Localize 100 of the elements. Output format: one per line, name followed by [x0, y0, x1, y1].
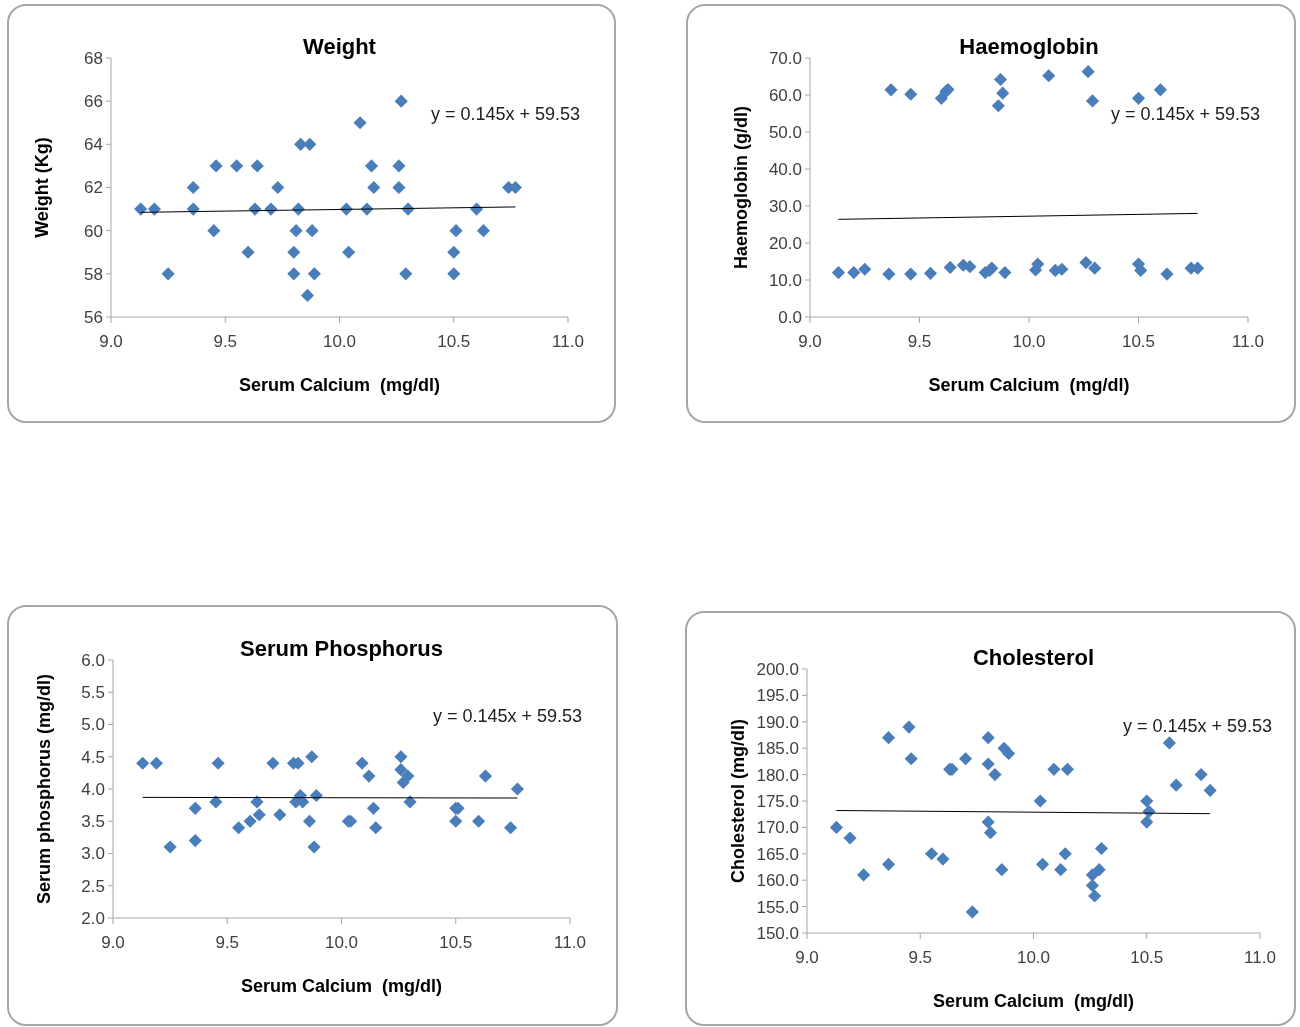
point	[925, 847, 939, 861]
y-tick-label: 68	[84, 48, 103, 68]
point	[1035, 857, 1050, 871]
y-tick-label: 60.0	[768, 85, 802, 105]
y-tick-label: 40.0	[768, 159, 802, 179]
x-tick-label: 9.0	[795, 948, 819, 967]
point	[287, 267, 301, 281]
point	[998, 266, 1012, 280]
point	[211, 756, 225, 770]
x-tick-label: 10.5	[1121, 332, 1156, 351]
x-tick-label: 10.0	[324, 933, 359, 952]
chart-title: Haemoglobin	[959, 34, 1099, 59]
y-tick-label: 6.0	[81, 650, 105, 670]
x-tick-label: 9.0	[798, 332, 822, 351]
y-tick-label: 4.5	[81, 747, 105, 767]
point	[207, 224, 221, 238]
point	[294, 137, 308, 151]
point	[403, 795, 417, 809]
y-tick-label: 150.0	[756, 923, 799, 943]
point	[232, 821, 246, 835]
annotation: y = 0.145x + 59.53	[1110, 104, 1260, 125]
point	[353, 116, 367, 130]
point	[882, 267, 896, 281]
chart-title: Weight	[303, 34, 377, 59]
point	[355, 756, 369, 770]
point	[847, 266, 861, 280]
point	[981, 815, 995, 829]
point	[163, 840, 177, 854]
point	[250, 795, 264, 809]
y-tick-label: 20.0	[768, 233, 802, 253]
point	[1088, 261, 1102, 275]
x-tick-label: 10.0	[1012, 332, 1046, 351]
y-tick-label: 4.0	[81, 779, 105, 799]
point	[958, 752, 973, 766]
point	[1060, 762, 1075, 776]
point	[250, 159, 264, 173]
point	[831, 266, 846, 280]
x-tick-label: 10.0	[1016, 948, 1051, 967]
point	[1002, 746, 1016, 761]
y-tick-label: 50.0	[768, 122, 802, 142]
point	[394, 94, 408, 108]
y-tick-label: 180.0	[756, 765, 799, 785]
point	[510, 782, 525, 796]
point	[1153, 83, 1167, 97]
y-axis-title: Serum phosphorus (mg/dl)	[34, 673, 54, 905]
point	[843, 831, 857, 845]
point	[307, 840, 321, 854]
point	[1047, 762, 1061, 776]
point	[1079, 256, 1093, 270]
point	[271, 180, 285, 195]
point	[1081, 65, 1095, 79]
point	[1033, 794, 1047, 808]
point	[342, 245, 356, 259]
y-tick-label: 175.0	[756, 791, 799, 811]
y-tick-label: 200.0	[756, 659, 799, 679]
point	[401, 769, 415, 783]
point	[981, 757, 995, 771]
point	[362, 769, 376, 783]
point	[1169, 778, 1183, 792]
x-tick-label: 10.0	[322, 332, 357, 351]
annotation: y = 0.145x + 59.53	[430, 104, 580, 125]
point	[209, 159, 223, 173]
x-tick-label: 9.5	[215, 933, 240, 952]
x-tick-label: 9.5	[908, 948, 933, 967]
point	[963, 260, 977, 274]
point	[858, 262, 872, 276]
x-tick-label: 9.0	[99, 332, 123, 351]
point	[1085, 878, 1099, 893]
point	[1160, 267, 1174, 281]
point	[472, 814, 486, 828]
x-tick-label: 10.5	[437, 332, 471, 351]
y-tick-label: 160.0	[756, 871, 799, 891]
point	[904, 87, 918, 101]
point	[904, 752, 918, 766]
point	[367, 180, 381, 195]
y-tick-label: 56	[84, 307, 103, 327]
point	[1094, 841, 1109, 856]
annotation: y = 0.145x + 59.53	[1122, 716, 1272, 737]
point	[392, 159, 406, 173]
point	[394, 763, 408, 777]
point	[447, 245, 461, 259]
point	[1131, 91, 1146, 105]
point	[303, 137, 317, 151]
chart-title: Cholesterol	[972, 645, 1095, 670]
x-tick-label: 10.5	[439, 933, 473, 952]
y-tick-label: 0.0	[778, 307, 802, 327]
point	[369, 821, 383, 835]
x-axis-title: Serum Calcium (mg/dl)	[238, 375, 441, 395]
y-tick-label: 165.0	[756, 844, 799, 864]
point	[829, 820, 844, 834]
y-axis-title: Haemoglobin (g/dl)	[731, 106, 751, 269]
point	[305, 750, 319, 764]
point	[305, 224, 319, 238]
y-tick-label: 10.0	[768, 270, 802, 290]
point	[881, 731, 896, 745]
point	[965, 905, 979, 919]
y-axis-title: Cholesterol (mg/dl)	[728, 718, 748, 884]
y-tick-label: 60	[84, 221, 103, 241]
point	[447, 267, 461, 281]
point	[1085, 868, 1099, 882]
